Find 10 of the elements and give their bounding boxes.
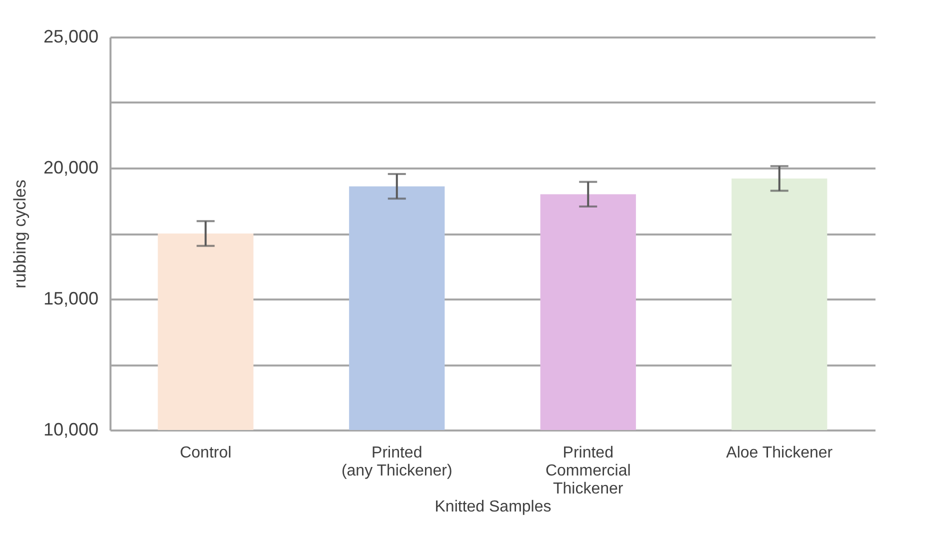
y-tick-label: 25,000 xyxy=(43,26,98,46)
x-tick-label: Printed Commercial Thickener xyxy=(545,444,631,498)
y-axis-title: rubbing cycles xyxy=(10,180,30,288)
y-tick-label: 20,000 xyxy=(43,158,98,178)
y-tick-label: 15,000 xyxy=(43,288,98,308)
x-axis-title: Knitted Samples xyxy=(434,498,552,516)
x-tick-label: Aloe Thickener xyxy=(726,444,834,462)
y-tick-label: 10,000 xyxy=(43,420,98,440)
x-tick-label: Control xyxy=(180,444,232,462)
x-tick-label: Printed (any Thickener) xyxy=(341,444,452,480)
